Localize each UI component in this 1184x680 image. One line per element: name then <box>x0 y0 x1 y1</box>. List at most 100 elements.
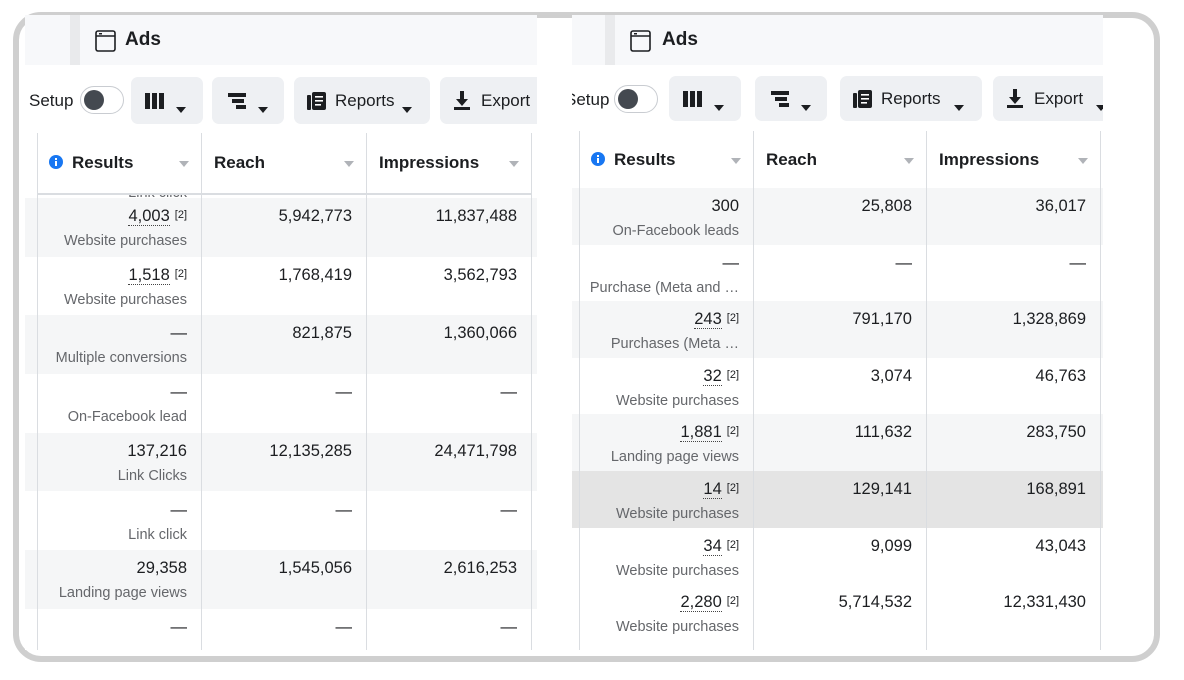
column-border <box>37 133 38 650</box>
reports-caret-svg <box>954 104 964 111</box>
breakdown-icon <box>771 90 789 112</box>
export-label: Export <box>1034 88 1084 108</box>
reach-value: 111,632 <box>854 423 912 442</box>
column-header[interactable]: Reach <box>202 133 366 193</box>
row-background <box>572 414 1103 471</box>
reach-value: — <box>335 500 353 519</box>
column-title: Reach <box>214 153 266 172</box>
partial-row: Link click <box>25 195 537 198</box>
reports-label: Reports <box>881 88 941 108</box>
breakdown-icon <box>228 92 246 114</box>
export-button[interactable]: Export <box>993 76 1103 121</box>
attribution-badge: [2] <box>726 538 739 551</box>
result-number: 29,358 <box>136 559 187 578</box>
impressions-value: 2,616,253 <box>443 559 517 578</box>
breakdown-button[interactable] <box>755 76 827 121</box>
sort-caret <box>509 161 519 167</box>
result-type: Website purchases <box>615 506 739 522</box>
result-number: 14 <box>703 480 722 499</box>
result-value: — <box>171 501 188 520</box>
export-button[interactable]: Export <box>440 77 537 124</box>
impressions-value: 168,891 <box>1026 480 1086 498</box>
reports-button[interactable]: Reports <box>294 77 430 124</box>
columns-icon-svg <box>683 90 702 107</box>
result-number: — <box>722 253 740 272</box>
impressions-value: 11,837,488 <box>435 207 517 225</box>
columns-button[interactable] <box>669 76 741 121</box>
result-value: 32 [2] <box>703 366 739 386</box>
info-icon-svg <box>591 151 605 166</box>
impressions-value: — <box>500 617 518 636</box>
reach-value: 3,074 <box>870 366 912 385</box>
breakdown-caret-svg <box>801 104 811 111</box>
result-type: Website purchases <box>615 392 739 409</box>
setup-toggle[interactable] <box>614 85 658 113</box>
toggle-knob <box>84 90 104 110</box>
row-background <box>572 471 1103 528</box>
columns-caret-svg <box>176 106 186 113</box>
result-type: On-Facebook leads <box>612 223 739 239</box>
result-type: Link click <box>128 526 187 543</box>
columns-icon-svg <box>145 92 164 109</box>
result-number: 2,280 <box>680 593 722 613</box>
breakdown-icon-svg <box>228 92 246 109</box>
columns-icon <box>683 90 702 112</box>
reports-caret <box>954 96 964 116</box>
reach-value: — <box>335 383 353 402</box>
reach-value: 821,875 <box>292 324 352 343</box>
column-border <box>753 131 754 650</box>
result-number: — <box>170 324 188 343</box>
result-type: Website purchases <box>63 233 187 249</box>
sort-caret <box>904 157 914 164</box>
setup-toggle[interactable] <box>80 86 124 114</box>
result-value: 14 [2] <box>703 480 739 499</box>
reports-caret-svg <box>402 106 412 113</box>
sort-caret <box>344 161 354 167</box>
columns-button[interactable] <box>131 77 203 124</box>
impressions-value: 24,471,798 <box>434 441 517 460</box>
row-background <box>25 492 537 551</box>
toggle-knob <box>618 89 638 109</box>
reach-value: 791,170 <box>852 310 912 329</box>
impressions-value: 1,328,869 <box>1012 310 1086 329</box>
result-value: — <box>171 618 188 637</box>
column-header[interactable]: Results <box>38 133 201 193</box>
row-background <box>25 198 537 257</box>
header-bar <box>25 15 537 65</box>
setup-label: Setup <box>29 91 74 110</box>
result-number: 243 <box>694 310 722 330</box>
column-border <box>531 133 532 650</box>
attribution-badge: [2] <box>726 425 739 438</box>
impressions-value: — <box>1069 253 1087 272</box>
impressions-value: 12,331,430 <box>1003 593 1086 612</box>
attribution-badge: [2] <box>174 267 187 280</box>
result-number: 34 <box>703 536 722 556</box>
reach-value: 5,942,773 <box>278 207 352 225</box>
result-value: — <box>171 324 188 343</box>
reports-icon-svg <box>853 89 872 108</box>
column-header[interactable]: Impressions <box>927 131 1100 188</box>
impressions-value: 1,360,066 <box>443 324 517 343</box>
header-bar <box>572 15 1103 65</box>
result-value: 1,518 [2] <box>128 265 187 285</box>
reports-icon <box>307 91 326 115</box>
breakdown-button[interactable] <box>212 77 284 124</box>
columns-icon <box>145 92 164 114</box>
result-value: 300 <box>711 197 739 216</box>
impressions-value: 36,017 <box>1035 197 1086 215</box>
result-number: 4,003 <box>128 207 170 226</box>
header-title: Ads <box>662 29 698 50</box>
ads-panel: Ads Setup Reports Export Results Reach Impress… <box>25 15 537 650</box>
column-header[interactable]: Results <box>580 131 753 188</box>
reports-button[interactable]: Reports <box>840 76 982 121</box>
column-border <box>366 133 367 650</box>
result-value: 4,003 [2] <box>128 207 187 226</box>
result-number: 137,216 <box>127 441 187 460</box>
header-divider <box>605 15 615 65</box>
column-header[interactable]: Impressions <box>367 133 531 193</box>
export-icon-svg <box>454 90 470 110</box>
header-title: Ads <box>125 29 161 50</box>
column-header[interactable]: Reach <box>754 131 926 188</box>
reach-value: 12,135,285 <box>269 441 352 460</box>
result-type: Website purchases <box>63 291 187 308</box>
